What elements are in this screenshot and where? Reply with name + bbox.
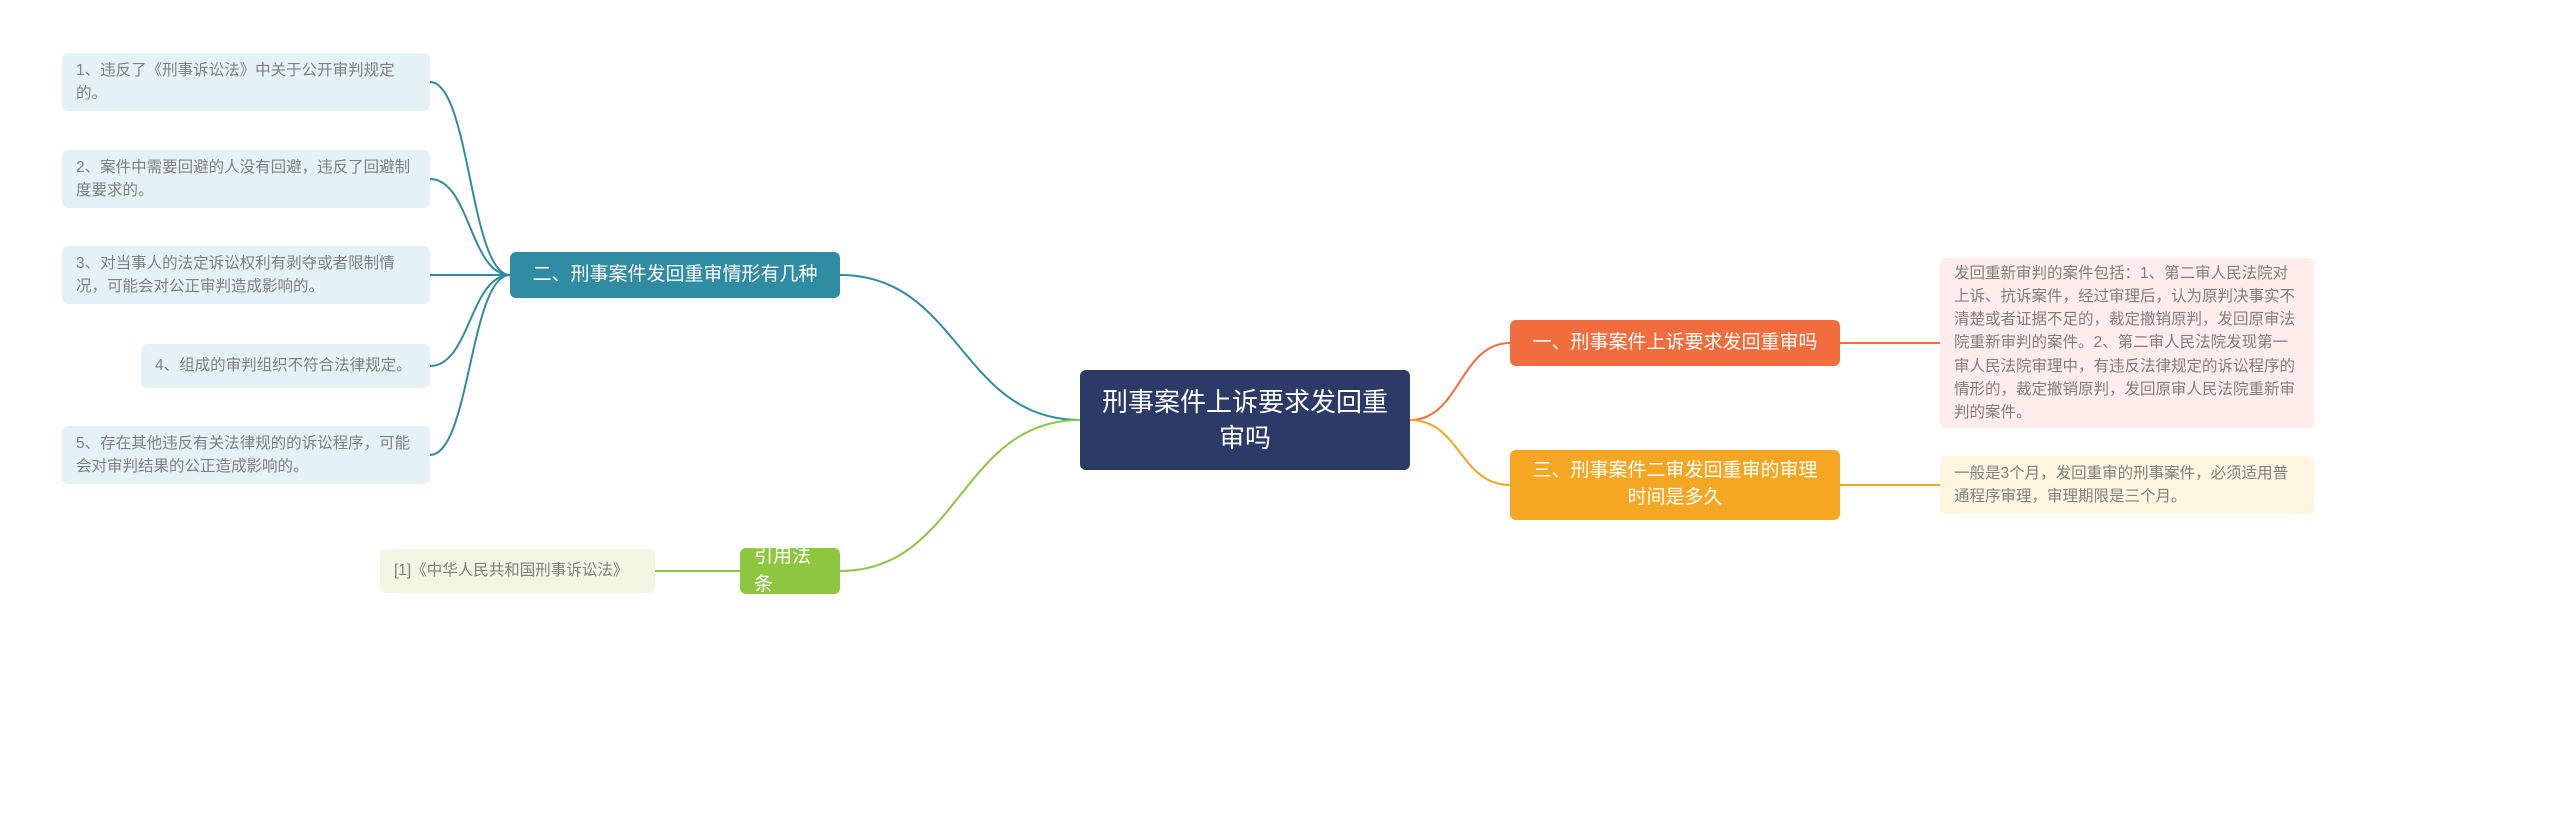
leaf-b4-1: [1]《中华人民共和国刑事诉讼法》: [380, 549, 655, 593]
branch-3: 三、刑事案件二审发回重审的审理时间是多久: [1510, 450, 1840, 520]
leaf-b3-1: 一般是3个月，发回重审的刑事案件，必须适用普通程序审理，审理期限是三个月。: [1940, 456, 2314, 514]
leaf-b1-1: 发回重新审判的案件包括：1、第二审人民法院对上诉、抗诉案件，经过审理后，认为原判…: [1940, 258, 2314, 428]
leaf-b3-1-text: 一般是3个月，发回重审的刑事案件，必须适用普通程序审理，审理期限是三个月。: [1954, 462, 2300, 509]
leaf-b2-5-text: 5、存在其他违反有关法律规的的诉讼程序，可能会对审判结果的公正造成影响的。: [76, 432, 416, 479]
leaf-b4-1-text: [1]《中华人民共和国刑事诉讼法》: [394, 559, 628, 582]
branch-1: 一、刑事案件上诉要求发回重审吗: [1510, 320, 1840, 366]
root-label: 刑事案件上诉要求发回重审吗: [1100, 384, 1390, 457]
leaf-b1-1-text: 发回重新审判的案件包括：1、第二审人民法院对上诉、抗诉案件，经过审理后，认为原判…: [1954, 262, 2300, 425]
leaf-b2-4-text: 4、组成的审判组织不符合法律规定。: [155, 354, 412, 377]
branch-3-label: 三、刑事案件二审发回重审的审理时间是多久: [1528, 458, 1822, 511]
root-node: 刑事案件上诉要求发回重审吗: [1080, 370, 1410, 470]
leaf-b2-1: 1、违反了《刑事诉讼法》中关于公开审判规定的。: [62, 53, 430, 111]
leaf-b2-4: 4、组成的审判组织不符合法律规定。: [141, 344, 430, 388]
leaf-b2-1-text: 1、违反了《刑事诉讼法》中关于公开审判规定的。: [76, 59, 416, 106]
leaf-b2-2: 2、案件中需要回避的人没有回避，违反了回避制度要求的。: [62, 150, 430, 208]
leaf-b2-3: 3、对当事人的法定诉讼权利有剥夺或者限制情况，可能会对公正审判造成影响的。: [62, 246, 430, 304]
branch-1-label: 一、刑事案件上诉要求发回重审吗: [1532, 329, 1817, 358]
branch-2: 二、刑事案件发回重审情形有几种: [510, 252, 840, 298]
branch-4-label: 引用法条: [754, 543, 826, 600]
leaf-b2-5: 5、存在其他违反有关法律规的的诉讼程序，可能会对审判结果的公正造成影响的。: [62, 426, 430, 484]
leaf-b2-3-text: 3、对当事人的法定诉讼权利有剥夺或者限制情况，可能会对公正审判造成影响的。: [76, 252, 416, 299]
branch-2-label: 二、刑事案件发回重审情形有几种: [532, 261, 817, 290]
branch-4: 引用法条: [740, 548, 840, 594]
leaf-b2-2-text: 2、案件中需要回避的人没有回避，违反了回避制度要求的。: [76, 156, 416, 203]
